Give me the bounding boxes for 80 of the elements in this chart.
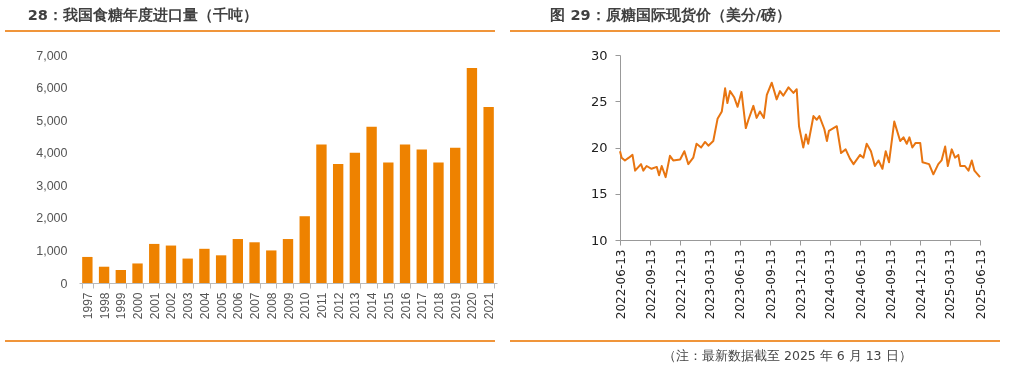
x-tick-label: 2017 xyxy=(415,292,430,320)
bar xyxy=(332,164,344,283)
bar xyxy=(132,263,143,283)
x-tick-label: 2005 xyxy=(214,292,229,320)
x-tick-label: 2000 xyxy=(131,292,146,320)
bar xyxy=(115,269,126,283)
bar xyxy=(165,245,177,283)
bar xyxy=(366,126,377,283)
y-tick-label: 6,000 xyxy=(36,81,68,96)
y-tick-label: 15 xyxy=(590,186,608,202)
y-tick-label: 20 xyxy=(590,140,608,155)
x-tick-label: 2022-09-13 xyxy=(643,249,658,320)
text: （注：最新数据截至 2025 年 6 月 13 日） xyxy=(663,348,912,365)
x-tick-label: 2002 xyxy=(164,292,179,320)
bar xyxy=(466,68,478,283)
x-tick-label: 2023-09-13 xyxy=(763,249,778,320)
y-tick-label: 2,000 xyxy=(36,211,68,226)
x-tick-label: 2024-06-13 xyxy=(853,249,868,320)
x-tick-label: 2009 xyxy=(281,292,296,320)
x-tick-label: 2025-03-13 xyxy=(943,249,958,320)
bar xyxy=(383,162,394,283)
x-tick-label: 2019 xyxy=(448,292,463,320)
x-tick-label: 2021 xyxy=(482,292,497,320)
x-tick-label: 2018 xyxy=(431,292,446,320)
line-series xyxy=(619,81,981,179)
y-tick-label: 5,000 xyxy=(36,113,68,128)
x-tick-label: 2023-12-13 xyxy=(793,249,808,320)
x-tick-label: 2004 xyxy=(197,292,212,320)
x-tick-label: 2006 xyxy=(231,292,246,320)
x-tick-label: 2023-03-13 xyxy=(703,249,718,320)
bar xyxy=(199,248,210,283)
x-tick-label: 1997 xyxy=(80,292,95,320)
x-tick-label: 2007 xyxy=(248,292,263,320)
bar xyxy=(316,144,327,283)
bar xyxy=(98,266,110,283)
y-tick-label: 4,000 xyxy=(36,146,68,161)
bar xyxy=(149,243,160,283)
x-tick-label: 2024-03-13 xyxy=(823,249,838,320)
chart-title: 图 29：原糖国际现货价（美分/磅） xyxy=(550,5,791,23)
bar xyxy=(399,144,411,283)
y-tick-label: 30 xyxy=(590,47,608,63)
y-tick-label: 0 xyxy=(60,276,68,291)
x-tick-label: 2011 xyxy=(314,292,329,319)
x-tick-label: 2022-06-13 xyxy=(613,249,628,320)
x-tick-label: 2008 xyxy=(264,292,279,320)
bar xyxy=(182,258,193,283)
x-tick-label: 2016 xyxy=(398,292,413,320)
x-tick-label: 1999 xyxy=(114,292,129,320)
bar xyxy=(450,147,461,283)
y-tick-label: 7,000 xyxy=(36,48,68,63)
bar xyxy=(232,239,244,283)
bar xyxy=(349,152,361,283)
x-tick-label: 2014 xyxy=(365,292,380,320)
chart-title: 28：我国食糖年度进口量（千吨） xyxy=(27,5,258,23)
bar xyxy=(433,162,444,283)
bar xyxy=(266,250,277,283)
bar xyxy=(299,216,310,283)
bar xyxy=(215,255,227,283)
bar xyxy=(483,107,494,283)
x-tick-label: 2023-06-13 xyxy=(733,249,748,320)
bar xyxy=(249,242,260,283)
x-tick-label: 2024-09-13 xyxy=(883,249,898,320)
y-tick-label: 3,000 xyxy=(36,178,68,193)
x-tick-label: 2025-06-13 xyxy=(973,249,988,320)
x-tick-label: 1998 xyxy=(97,292,112,320)
x-tick-label: 2003 xyxy=(181,292,196,320)
x-tick-label: 2022-12-13 xyxy=(673,249,688,320)
x-tick-label: 2024-12-13 xyxy=(913,249,928,320)
x-tick-label: 2020 xyxy=(465,292,480,320)
y-tick-label: 10 xyxy=(590,232,608,248)
x-tick-label: 2013 xyxy=(348,292,363,320)
x-tick-label: 2010 xyxy=(298,292,313,320)
bar xyxy=(282,239,294,283)
y-tick-label: 1,000 xyxy=(36,243,68,258)
bar xyxy=(416,149,427,283)
x-tick-label: 2001 xyxy=(147,292,162,320)
x-tick-label: 2012 xyxy=(331,292,346,320)
y-tick-label: 25 xyxy=(590,93,608,109)
bar xyxy=(82,256,93,283)
x-tick-label: 2015 xyxy=(381,292,396,320)
